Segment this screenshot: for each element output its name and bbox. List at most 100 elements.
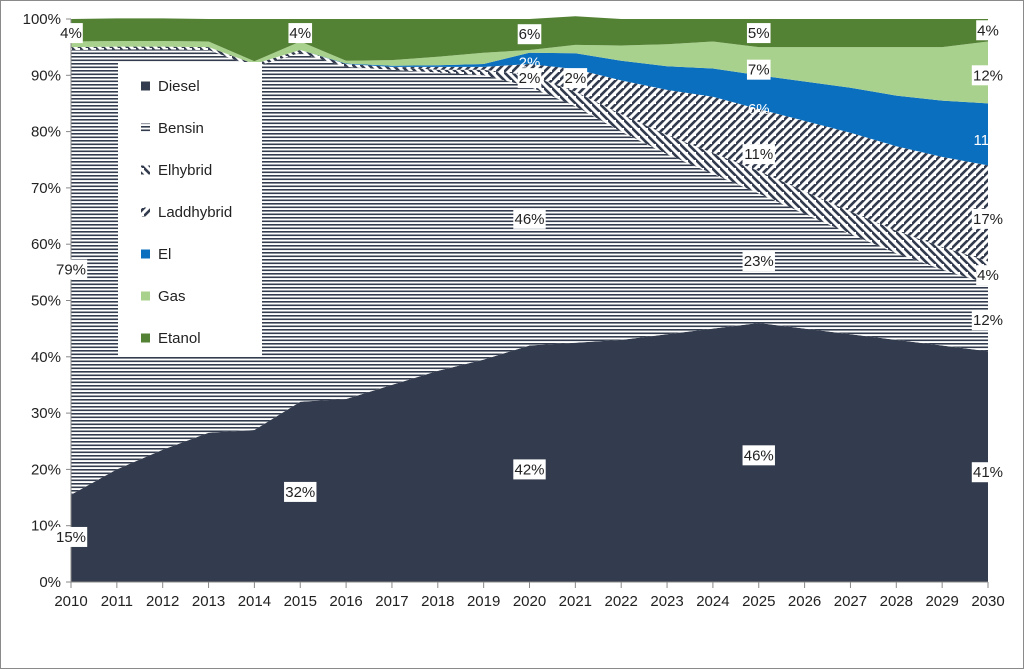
x-tick-label: 2018 [421,593,454,610]
x-tick-label: 2030 [971,593,1004,610]
data-label-box [517,68,542,89]
x-tick-label: 2022 [605,593,638,610]
data-label-text: 17% [973,211,1003,228]
data-label-text: 6% [748,101,770,118]
data-labels: 15% 32% 42% 46% 41% 79% 46% 23% 12% 2% 4% 2% 11% 17% 2… [54,20,1005,547]
y-tick-label: 80% [31,124,61,141]
area-gas [71,41,988,104]
area-laddhybrid [71,46,988,262]
data-label-bensin-2025: 23% [742,251,775,272]
legend-item-laddhybrid: Laddhybrid [141,204,232,221]
legend: Diesel Bensin Elhybrid Laddhybrid El Gas Etano… [118,62,262,357]
data-label-box [513,459,546,480]
x-tick-label: 2025 [742,593,775,610]
legend-swatch [141,249,150,259]
data-label-etanol-2025: 5% [746,23,771,44]
legend-swatch [141,291,150,301]
data-label-el-2020: 2% [519,54,541,71]
data-label-text: 4% [977,22,999,39]
x-tick-label: 2026 [788,593,821,610]
legend-label: Gas [158,288,186,305]
y-tick-label: 100% [23,11,61,28]
x-tick-label: 2010 [54,593,87,610]
legend-swatch [141,165,150,175]
data-label-box [517,24,542,45]
data-label-el-2025: 6% [748,101,770,118]
area-diesel [71,323,988,582]
data-label-box [742,445,775,466]
data-label-etanol-2015: 4% [288,23,313,44]
data-label-text: 2% [519,70,541,87]
y-tick-label: 50% [31,293,61,310]
data-label-text: 4% [977,267,999,284]
data-label-box [288,23,313,44]
data-label-text: 12% [973,67,1003,84]
data-label-gas-2030: 12% [971,65,1005,86]
data-label-box [746,59,771,80]
data-label-box [54,259,88,280]
data-label-bensin-2030: 12% [971,310,1005,331]
data-label-box [513,208,546,229]
data-label-box [59,23,83,44]
data-label-box [971,65,1005,86]
legend-swatch [141,207,150,217]
data-label-diesel-2020: 42% [513,459,546,480]
data-label-box [563,68,588,89]
data-label-elhybrid-2030: 4% [976,265,1000,286]
data-label-etanol-2020: 6% [517,24,542,45]
y-tick-label: 20% [31,461,61,478]
data-label-text: 46% [744,447,774,464]
data-label-box [971,462,1005,483]
legend-label: Laddhybrid [158,204,232,221]
legend-item-el: El [141,246,171,263]
x-tick-label: 2029 [925,593,958,610]
axes: 2010 2011 2012 2013 2014 2015 2016 2017 2018 2019… [23,11,1005,610]
legend-item-elhybrid: Elhybrid [141,162,212,179]
y-tick-label: 10% [31,518,61,535]
data-label-box [976,265,1000,286]
data-label-text: 4% [289,25,311,42]
data-label-etanol-2030: 4% [976,20,1000,41]
x-tick-label: 2019 [467,593,500,610]
data-label-diesel-2030: 41% [971,462,1005,483]
data-label-text: 15% [56,529,86,546]
x-tick-label: 2014 [238,593,271,610]
x-tick-label: 2011 [101,593,133,610]
data-label-box [742,144,775,165]
y-tick-label: 30% [31,405,61,422]
x-tick-label: 2027 [834,593,867,610]
data-label-elhybrid-2020: 2% [517,68,542,89]
legend-item-etanol: Etanol [141,330,201,347]
legend-swatch [141,123,150,133]
legend-label: Etanol [158,330,201,347]
x-tick-label: 2023 [650,593,683,610]
data-label-box [971,310,1005,331]
x-tick-label: 2021 [559,593,592,610]
data-label-text: 2% [565,70,587,87]
x-tick-label: 2020 [513,593,546,610]
data-label-box [54,526,88,547]
y-tick-label: 40% [31,349,61,366]
data-label-diesel-2015: 32% [284,481,317,502]
data-label-etanol-2010: 4% [59,23,83,44]
data-label-text: 41% [973,464,1003,481]
data-label-text: 6% [519,26,541,43]
data-label-text: 46% [514,211,544,228]
data-label-text: 42% [514,461,544,478]
data-label-box [971,208,1005,229]
legend-label: El [158,246,171,263]
x-tick-label: 2024 [696,593,729,610]
y-tick-label: 0% [39,574,61,591]
data-label-text: 11% [974,132,1003,149]
data-label-text: 5% [748,25,770,42]
data-label-box [742,251,775,272]
data-label-bensin-2020: 46% [513,208,546,229]
y-tick-label: 70% [31,180,61,197]
data-label-text: 12% [973,312,1003,329]
legend-item-bensin: Bensin [141,120,204,137]
legend-item-gas: Gas [141,288,186,305]
data-label-laddhybrid-2021: 2% [563,68,588,89]
data-label-el-2030: 11% [974,132,1003,149]
data-label-gas-2025: 7% [746,59,771,80]
x-tick-label: 2015 [284,593,317,610]
